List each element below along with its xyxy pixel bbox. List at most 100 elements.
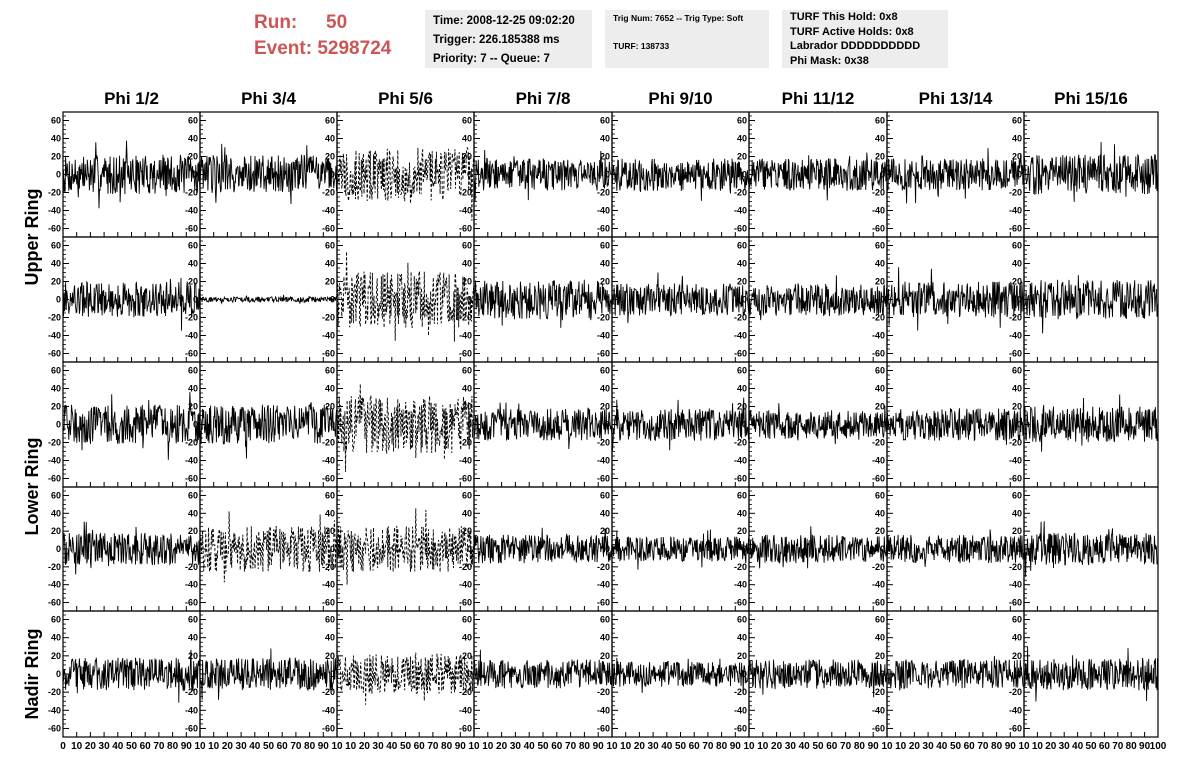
y-tick-label: -40: [48, 206, 61, 216]
phi-column-label: Phi 15/16: [1054, 89, 1128, 108]
y-tick-label: 40: [188, 508, 198, 518]
y-tick-label: 0: [56, 420, 61, 430]
x-tick-label: 100: [1150, 741, 1167, 752]
x-tick-label: 20: [222, 741, 234, 752]
y-tick-label: -60: [597, 723, 610, 733]
y-tick-label: -60: [734, 349, 747, 359]
x-tick-label: 10: [71, 741, 83, 752]
phi-column-label: Phi 5/6: [378, 89, 433, 108]
y-tick-label: -20: [48, 188, 61, 198]
y-tick-label: 40: [462, 134, 472, 144]
y-tick-label: 0: [56, 295, 61, 305]
ring-label: Lower Ring: [22, 438, 42, 536]
y-tick-label: 0: [330, 295, 335, 305]
x-tick-label: 90: [455, 741, 467, 752]
y-tick-label: 20: [1012, 152, 1022, 162]
y-tick-label: 0: [742, 420, 747, 430]
y-tick-label: -60: [872, 723, 885, 733]
y-tick-label: 0: [605, 420, 610, 430]
waveform-trace: [336, 652, 475, 705]
waveform-trace: [611, 158, 750, 201]
waveform-trace: [62, 649, 201, 703]
y-tick-label: 60: [600, 366, 610, 376]
event-label: Event: 5298724: [254, 38, 391, 60]
y-tick-label: 40: [1012, 384, 1022, 394]
y-tick-label: 20: [188, 651, 198, 661]
y-tick-label: -20: [734, 188, 747, 198]
x-tick-label: 0: [60, 741, 66, 752]
x-tick-label: 50: [126, 741, 138, 752]
y-tick-label: 60: [462, 241, 472, 251]
y-tick-label: 0: [467, 544, 472, 554]
phi-column-label: Phi 7/8: [516, 89, 571, 108]
y-tick-label: -20: [734, 562, 747, 572]
x-tick-label: 50: [537, 741, 549, 752]
x-tick-label: 40: [249, 741, 261, 752]
waveform-trace: [1023, 394, 1159, 452]
x-tick-label: 30: [99, 741, 111, 752]
y-tick-label: 60: [188, 241, 198, 251]
x-tick-label: 90: [318, 741, 330, 752]
y-tick-label: 40: [325, 134, 335, 144]
y-tick-label: 20: [1012, 277, 1022, 287]
y-tick-label: -20: [322, 313, 335, 323]
x-tick-label: 60: [1099, 741, 1111, 752]
y-tick-label: 20: [1012, 526, 1022, 536]
x-tick-label: 10: [606, 741, 618, 752]
y-tick-label: 60: [1012, 241, 1022, 251]
phi-column-label: Phi 3/4: [241, 89, 296, 108]
y-tick-label: -40: [872, 705, 885, 715]
x-tick-label: 50: [675, 741, 687, 752]
x-tick-label: 10: [1032, 741, 1044, 752]
y-tick-label: 20: [875, 152, 885, 162]
y-tick-label: 20: [875, 277, 885, 287]
y-tick-label: -20: [872, 438, 885, 448]
waveform-panel-frame: [473, 486, 613, 612]
y-tick-label: -60: [597, 224, 610, 234]
y-tick-label: 60: [737, 366, 747, 376]
y-tick-label: 60: [600, 490, 610, 500]
y-tick-label: -20: [1009, 313, 1022, 323]
y-tick-label: 40: [188, 259, 198, 269]
y-tick-label: -20: [734, 438, 747, 448]
x-tick-label: 50: [263, 741, 275, 752]
waveform-trace: [886, 148, 1025, 204]
waveform-trace: [473, 649, 613, 689]
time-info-box: Time: 2008-12-25 09:02:20 Trigger: 226.1…: [425, 10, 592, 68]
x-tick-label: 10: [743, 741, 755, 752]
y-tick-label: 60: [188, 615, 198, 625]
y-tick-label: -40: [185, 206, 198, 216]
y-tick-label: 20: [875, 651, 885, 661]
waveform-trace: [473, 402, 613, 450]
x-tick-label: 90: [1139, 741, 1151, 752]
x-tick-label: 20: [496, 741, 508, 752]
y-tick-label: 60: [325, 490, 335, 500]
y-tick-label: -20: [872, 562, 885, 572]
y-tick-label: 0: [330, 669, 335, 679]
turf-line: TURF: 138733: [613, 41, 670, 51]
run-value: 50: [326, 12, 347, 34]
y-tick-label: -40: [322, 580, 335, 590]
trig-num-line: Trig Num: 7652 -- Trig Type: Soft: [613, 13, 744, 23]
y-tick-label: 40: [51, 134, 61, 144]
y-tick-label: 40: [1012, 134, 1022, 144]
y-tick-label: 60: [875, 366, 885, 376]
y-tick-label: 40: [600, 508, 610, 518]
y-tick-label: -60: [872, 224, 885, 234]
y-tick-label: -60: [459, 598, 472, 608]
x-tick-label: 90: [1005, 741, 1017, 752]
y-tick-label: 20: [737, 152, 747, 162]
y-tick-label: 40: [462, 508, 472, 518]
x-tick-label: 70: [1112, 741, 1124, 752]
waveform-trace: [748, 659, 888, 698]
y-tick-label: -20: [734, 313, 747, 323]
y-tick-label: -60: [1009, 474, 1022, 484]
y-tick-label: -20: [872, 687, 885, 697]
y-tick-label: 0: [742, 295, 747, 305]
waveform-trace: [748, 403, 888, 445]
y-tick-label: -40: [734, 705, 747, 715]
x-tick-label: 50: [400, 741, 412, 752]
y-tick-label: 60: [1012, 116, 1022, 126]
waveform-trace: [1023, 141, 1159, 202]
y-tick-label: 60: [600, 241, 610, 251]
